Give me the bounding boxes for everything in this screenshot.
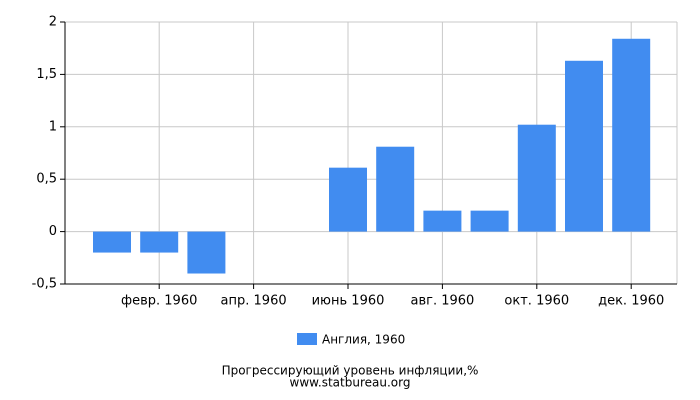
y-tick-label: -0,5 <box>32 277 57 292</box>
bar <box>93 231 131 253</box>
y-tick-label: 0,5 <box>36 172 57 187</box>
bar <box>517 124 556 232</box>
y-tick-label: 2 <box>49 15 57 30</box>
y-tick-label: 1,5 <box>36 67 57 82</box>
x-tick-label: авг. 1960 <box>410 294 474 309</box>
bar <box>187 231 226 274</box>
bar <box>140 231 179 253</box>
bar <box>376 146 415 232</box>
bar <box>470 210 509 232</box>
x-tick-label: окт. 1960 <box>504 294 569 309</box>
x-tick-label: апр. 1960 <box>221 294 287 309</box>
bar <box>612 38 651 232</box>
x-tick-label: июнь 1960 <box>312 294 385 309</box>
chart-title: Прогрессирующий уровень инфляции,% <box>222 364 479 378</box>
y-tick-label: 0 <box>49 224 57 239</box>
legend-swatch <box>297 333 317 345</box>
bar <box>423 210 462 232</box>
x-tick-label: дек. 1960 <box>598 294 664 309</box>
y-tick-label: 1 <box>49 119 57 134</box>
legend-label: Англия, 1960 <box>322 333 405 347</box>
bar <box>329 167 367 232</box>
x-tick-label: февр. 1960 <box>121 294 197 309</box>
bar <box>565 60 603 232</box>
source: www.statbureau.org <box>290 376 411 390</box>
